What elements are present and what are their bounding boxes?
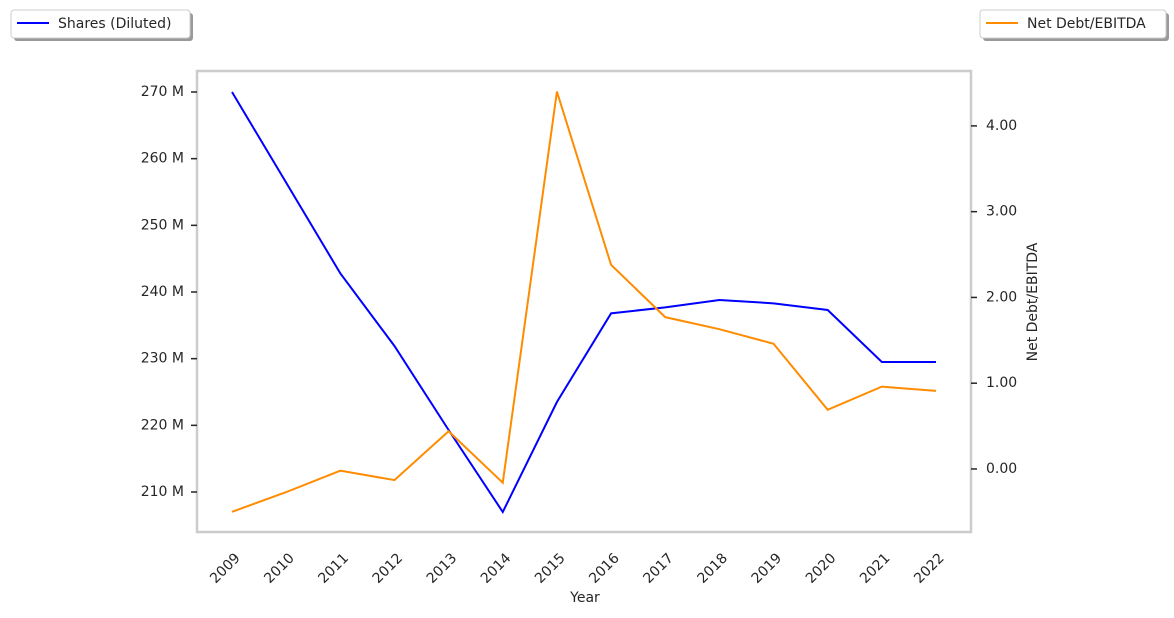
y-tick-label: 220 M [141,417,184,433]
x-axis-label: Year [569,590,600,606]
y2-tick-label: 2.00 [986,289,1017,305]
y2-tick-label: 3.00 [986,204,1017,220]
y-tick-label: 230 M [141,351,184,367]
x-tick-label: 2017 [640,550,677,587]
x-tick-label: 2016 [586,550,623,587]
series-line [231,91,936,515]
x-tick-label: 2019 [749,550,786,587]
y2-tick-label: 4.00 [986,118,1017,134]
legend-box [10,9,191,39]
legend-box [979,9,1167,39]
y-tick-label: 260 M [141,151,184,167]
x-tick-label: 2022 [911,550,948,587]
y2-tick-label: 1.00 [986,375,1017,391]
x-tick-label: 2014 [478,550,515,587]
x-tick-label: 2013 [424,550,461,587]
legend-label: Net Debt/EBITDA [1027,16,1146,32]
x-tick-label: 2009 [207,550,244,587]
y2-tick-label: 0.00 [986,461,1017,477]
y-tick-label: 270 M [141,84,184,100]
x-tick-label: 2021 [857,550,894,587]
x-tick-label: 2018 [695,550,732,587]
legend-label: Shares (Diluted) [58,16,172,32]
x-tick-label: 2012 [370,550,407,587]
x-tick-label: 2011 [315,550,352,587]
x-tick-label: 2015 [532,550,569,587]
y-tick-label: 210 M [141,484,184,500]
plot-frame [195,69,973,534]
y-tick-label: 250 M [141,217,184,233]
y2-axis-label: Net Debt/EBITDA [1025,242,1041,361]
x-tick-label: 2020 [803,550,840,587]
x-tick-label: 2010 [261,550,298,587]
y-tick-label: 240 M [141,284,184,300]
series-line [231,91,937,513]
